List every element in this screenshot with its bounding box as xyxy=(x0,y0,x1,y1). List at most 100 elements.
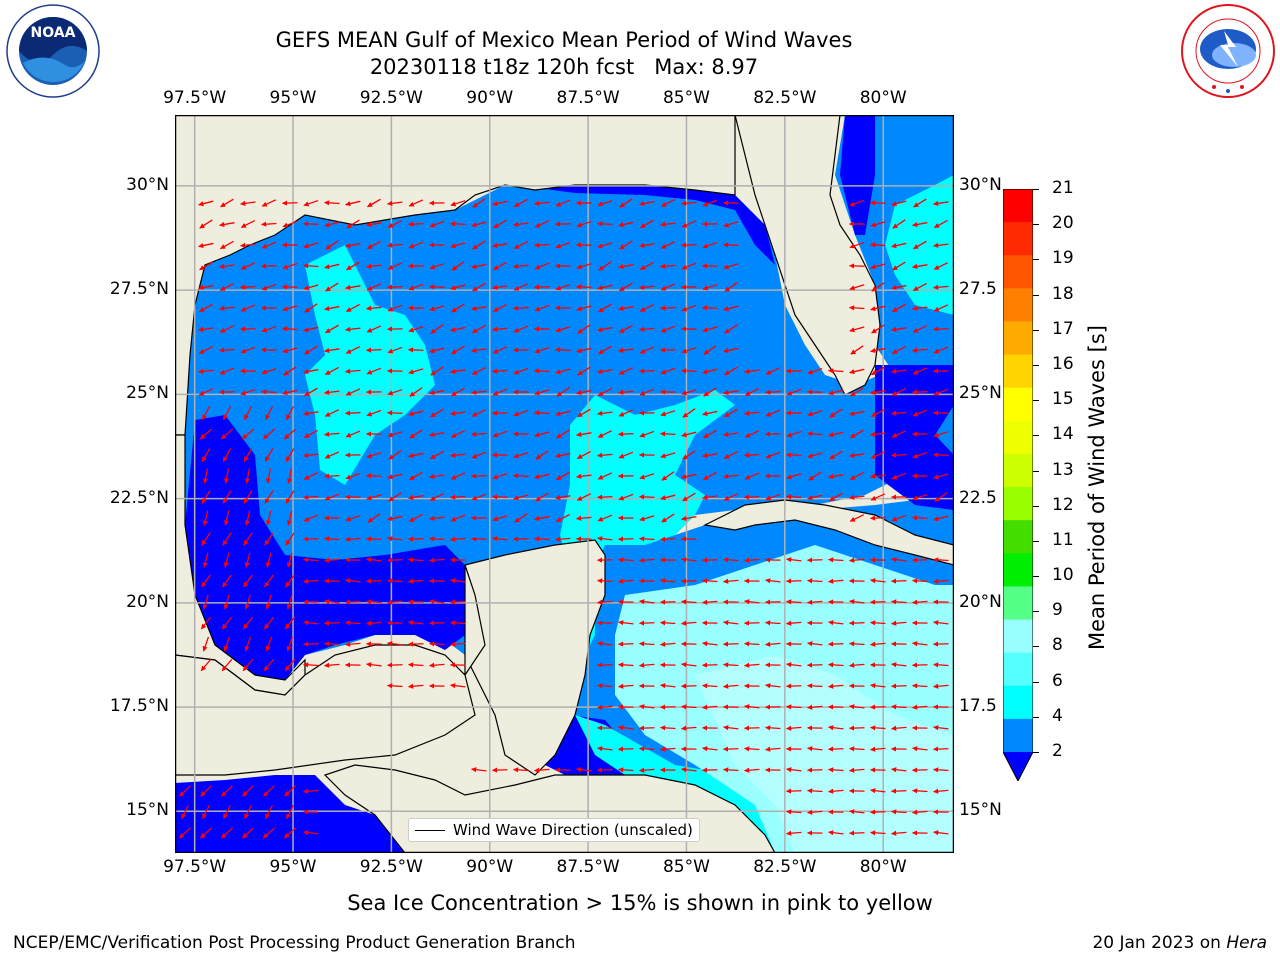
wave-direction-arrow xyxy=(201,448,211,462)
wave-direction-arrow xyxy=(387,262,403,270)
wave-direction-arrow xyxy=(806,557,823,563)
wave-direction-arrow xyxy=(199,428,213,440)
wave-direction-arrow xyxy=(598,303,612,313)
wave-direction-arrow xyxy=(890,809,907,815)
wave-direction-arrow xyxy=(702,199,718,207)
wave-direction-arrow xyxy=(849,326,865,333)
wave-direction-arrow xyxy=(765,493,781,501)
wave-period-map xyxy=(174,114,955,854)
wave-direction-arrow xyxy=(219,325,235,333)
wave-direction-arrow xyxy=(619,198,633,208)
wave-direction-arrow xyxy=(618,324,633,334)
wave-direction-arrow xyxy=(660,283,676,291)
wave-direction-arrow xyxy=(240,242,256,248)
wave-direction-arrow xyxy=(491,368,508,374)
wave-direction-arrow xyxy=(345,430,361,438)
wave-direction-arrow xyxy=(450,387,465,397)
wave-direction-arrow xyxy=(555,410,571,417)
wave-direction-arrow xyxy=(617,641,634,647)
latitude-tick-right: 15°N xyxy=(959,800,1002,821)
wave-direction-arrow xyxy=(387,641,403,647)
wave-direction-arrow xyxy=(220,428,234,440)
wave-direction-arrow xyxy=(617,746,634,752)
wave-direction-arrow xyxy=(492,261,507,271)
wave-direction-arrow xyxy=(806,788,823,794)
wave-direction-arrow xyxy=(284,616,296,630)
wave-direction-arrow xyxy=(324,221,340,228)
wave-direction-arrow xyxy=(345,200,361,207)
wave-direction-arrow xyxy=(701,662,718,668)
wave-direction-arrow xyxy=(786,430,802,438)
wave-direction-arrow xyxy=(911,557,928,563)
wave-direction-arrow xyxy=(387,220,403,228)
wave-direction-arrow xyxy=(533,536,550,542)
wave-direction-arrow xyxy=(303,578,319,584)
wave-direction-arrow xyxy=(242,658,254,672)
wave-direction-arrow xyxy=(701,557,718,563)
wave-direction-arrow xyxy=(933,788,949,794)
wave-direction-arrow xyxy=(890,683,907,689)
wave-direction-arrow xyxy=(827,767,844,773)
wave-direction-arrow xyxy=(891,514,907,522)
wave-direction-arrow xyxy=(430,366,444,376)
wave-direction-arrow xyxy=(724,282,738,292)
wave-direction-arrow xyxy=(408,513,423,523)
wave-direction-arrow xyxy=(429,473,445,479)
wave-direction-arrow xyxy=(407,641,424,647)
wave-direction-arrow xyxy=(534,200,550,206)
wave-direction-arrow xyxy=(286,552,293,568)
wave-direction-arrow xyxy=(243,490,253,504)
wave-direction-arrow xyxy=(723,347,739,354)
wave-direction-arrow xyxy=(828,389,844,396)
map-legend: Wind Wave Direction (unscaled) xyxy=(408,818,700,842)
wave-direction-arrow xyxy=(324,431,340,437)
wave-direction-arrow xyxy=(324,409,340,417)
wave-direction-arrow xyxy=(618,451,634,459)
wave-direction-arrow xyxy=(202,594,209,610)
wave-direction-arrow xyxy=(617,557,634,563)
latitude-tick-left: 27.5°N xyxy=(109,279,169,300)
wave-direction-arrow xyxy=(638,725,655,731)
noaa-logo-text: NOAA xyxy=(31,25,76,41)
wave-direction-arrow xyxy=(324,263,340,270)
wave-direction-arrow xyxy=(345,284,361,291)
wave-direction-arrow xyxy=(198,242,214,249)
wave-direction-arrow xyxy=(199,827,213,839)
wave-direction-arrow xyxy=(660,241,676,249)
wave-direction-arrow xyxy=(265,805,273,820)
wave-direction-arrow xyxy=(597,387,612,397)
wave-direction-arrow xyxy=(243,448,253,462)
wave-direction-arrow xyxy=(345,515,361,522)
wave-direction-arrow xyxy=(618,409,634,417)
wave-direction-arrow xyxy=(660,263,676,269)
wave-direction-arrow xyxy=(890,788,907,794)
wave-direction-arrow xyxy=(681,515,697,522)
wave-direction-arrow xyxy=(743,641,760,647)
latitude-tick-left: 17.5°N xyxy=(109,696,169,717)
latitude-tick-left: 30°N xyxy=(126,174,169,195)
wave-direction-arrow xyxy=(660,641,676,647)
wave-direction-arrow xyxy=(723,493,739,501)
wave-direction-arrow xyxy=(244,552,251,568)
mid-period-region-central xyxy=(305,245,435,485)
wave-direction-arrow xyxy=(449,221,466,227)
wave-direction-arrow xyxy=(618,620,634,626)
wave-direction-arrow xyxy=(702,641,718,647)
wave-direction-arrow xyxy=(701,578,718,584)
wave-direction-arrow xyxy=(870,451,886,459)
wave-direction-arrow xyxy=(638,746,655,752)
wave-direction-arrow xyxy=(407,557,424,563)
wave-direction-arrow xyxy=(365,599,382,605)
wave-direction-arrow xyxy=(617,431,634,437)
wave-direction-arrow xyxy=(345,578,361,584)
footer-branch: NCEP/EMC/Verification Post Processing Pr… xyxy=(13,933,576,953)
wave-direction-arrow xyxy=(849,599,865,605)
wave-direction-arrow xyxy=(429,305,445,312)
wave-direction-arrow xyxy=(323,620,340,626)
wave-direction-arrow xyxy=(891,410,907,416)
wave-direction-arrow xyxy=(618,305,634,312)
wave-direction-arrow xyxy=(323,536,340,542)
wave-direction-arrow xyxy=(681,262,697,270)
wave-direction-arrow xyxy=(891,368,907,374)
wave-direction-arrow xyxy=(786,557,802,563)
